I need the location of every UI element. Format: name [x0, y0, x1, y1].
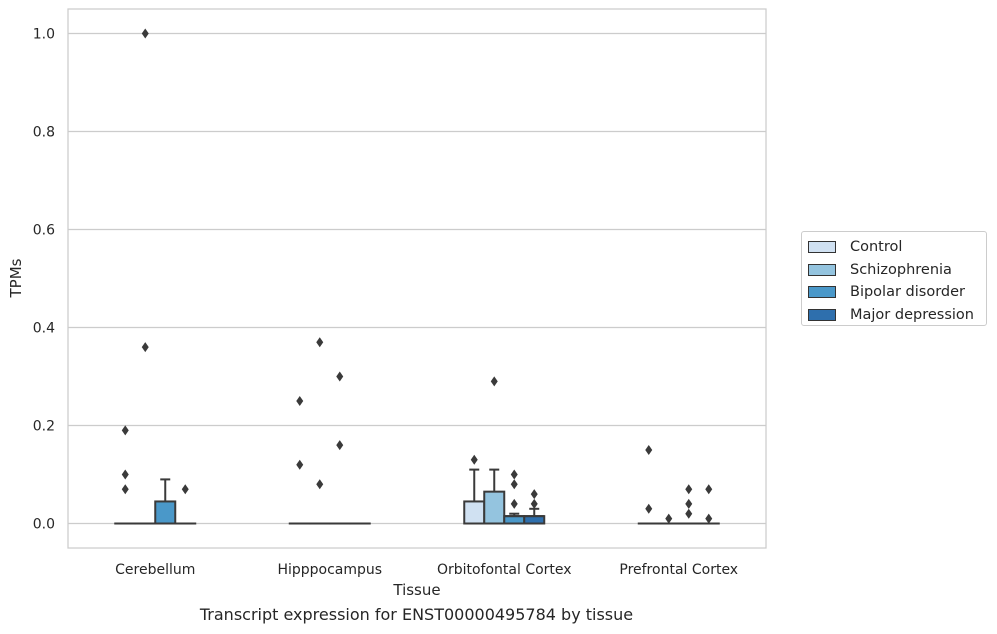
legend-swatch	[808, 241, 836, 254]
outlier-point	[705, 484, 713, 495]
tick-labels: 0.0 0.2 0.4 0.6 0.8 1.0 Cerebellum Hipppocampus…	[33, 27, 738, 579]
x-tick-label: Prefrontal Cortex	[619, 562, 738, 578]
legend-item: Bipolar disorder	[808, 281, 986, 304]
x-tick-label: Hipppocampus	[277, 562, 382, 578]
outlier-point	[121, 425, 129, 436]
plot-area-frame	[67, 8, 767, 549]
box	[483, 490, 506, 525]
outlier-point	[470, 454, 478, 465]
x-axis-title: Tissue	[392, 581, 440, 599]
legend-label: Major depression	[850, 306, 974, 323]
outlier-point	[316, 337, 324, 348]
outlier-point	[336, 371, 344, 382]
box	[503, 515, 526, 525]
legend-label: Schizophrenia	[850, 261, 952, 278]
box	[154, 500, 177, 525]
x-tick-label: Cerebellum	[115, 562, 195, 578]
x-tick-label: Orbitofontal Cortex	[437, 562, 572, 578]
legend-swatch	[808, 263, 836, 276]
y-tick-label: 0.4	[33, 321, 55, 337]
legend-item: Major depression	[808, 304, 986, 327]
y-tick-label: 0.6	[33, 223, 55, 239]
outlier-point	[665, 513, 673, 524]
legend-item: Schizophrenia	[808, 259, 986, 282]
outlier-point	[530, 489, 538, 500]
outlier-point	[121, 484, 129, 495]
gridlines	[68, 32, 766, 525]
y-tick-label: 0.8	[33, 125, 55, 141]
boxes	[114, 28, 720, 525]
outlier-point	[685, 484, 693, 495]
legend-swatch	[808, 286, 836, 299]
outlier-point	[121, 469, 129, 480]
outlier-point	[685, 508, 693, 519]
box	[463, 500, 486, 525]
legend-item: Control	[808, 236, 986, 259]
y-tick-label: 0.0	[33, 517, 55, 533]
chart-caption: Transcript expression for ENST0000049578…	[199, 605, 634, 624]
outlier-point	[181, 484, 189, 495]
legend-label: Control	[850, 239, 903, 256]
outlier-point	[510, 469, 518, 480]
outlier-point	[645, 445, 653, 455]
outlier-point	[705, 513, 713, 524]
box	[523, 515, 546, 525]
outlier-point	[296, 396, 304, 406]
outlier-point	[645, 503, 653, 514]
legend-label: Bipolar disorder	[850, 284, 965, 301]
outlier-point	[141, 342, 149, 353]
y-tick-label: 1.0	[33, 27, 55, 43]
outlier-point	[510, 479, 518, 490]
outlier-point	[316, 479, 324, 490]
outlier-point	[141, 28, 149, 39]
legend-swatch	[808, 308, 836, 321]
outlier-point	[685, 498, 693, 509]
outlier-point	[490, 376, 498, 387]
y-axis-title: TPMs	[7, 258, 25, 298]
outlier-point	[336, 440, 344, 451]
outlier-point	[530, 498, 538, 509]
outlier-point	[296, 459, 304, 470]
y-tick-label: 0.2	[33, 419, 55, 435]
legend: Control Schizophrenia Bipolar disorder Majo…	[801, 231, 987, 326]
outlier-point	[510, 498, 518, 509]
